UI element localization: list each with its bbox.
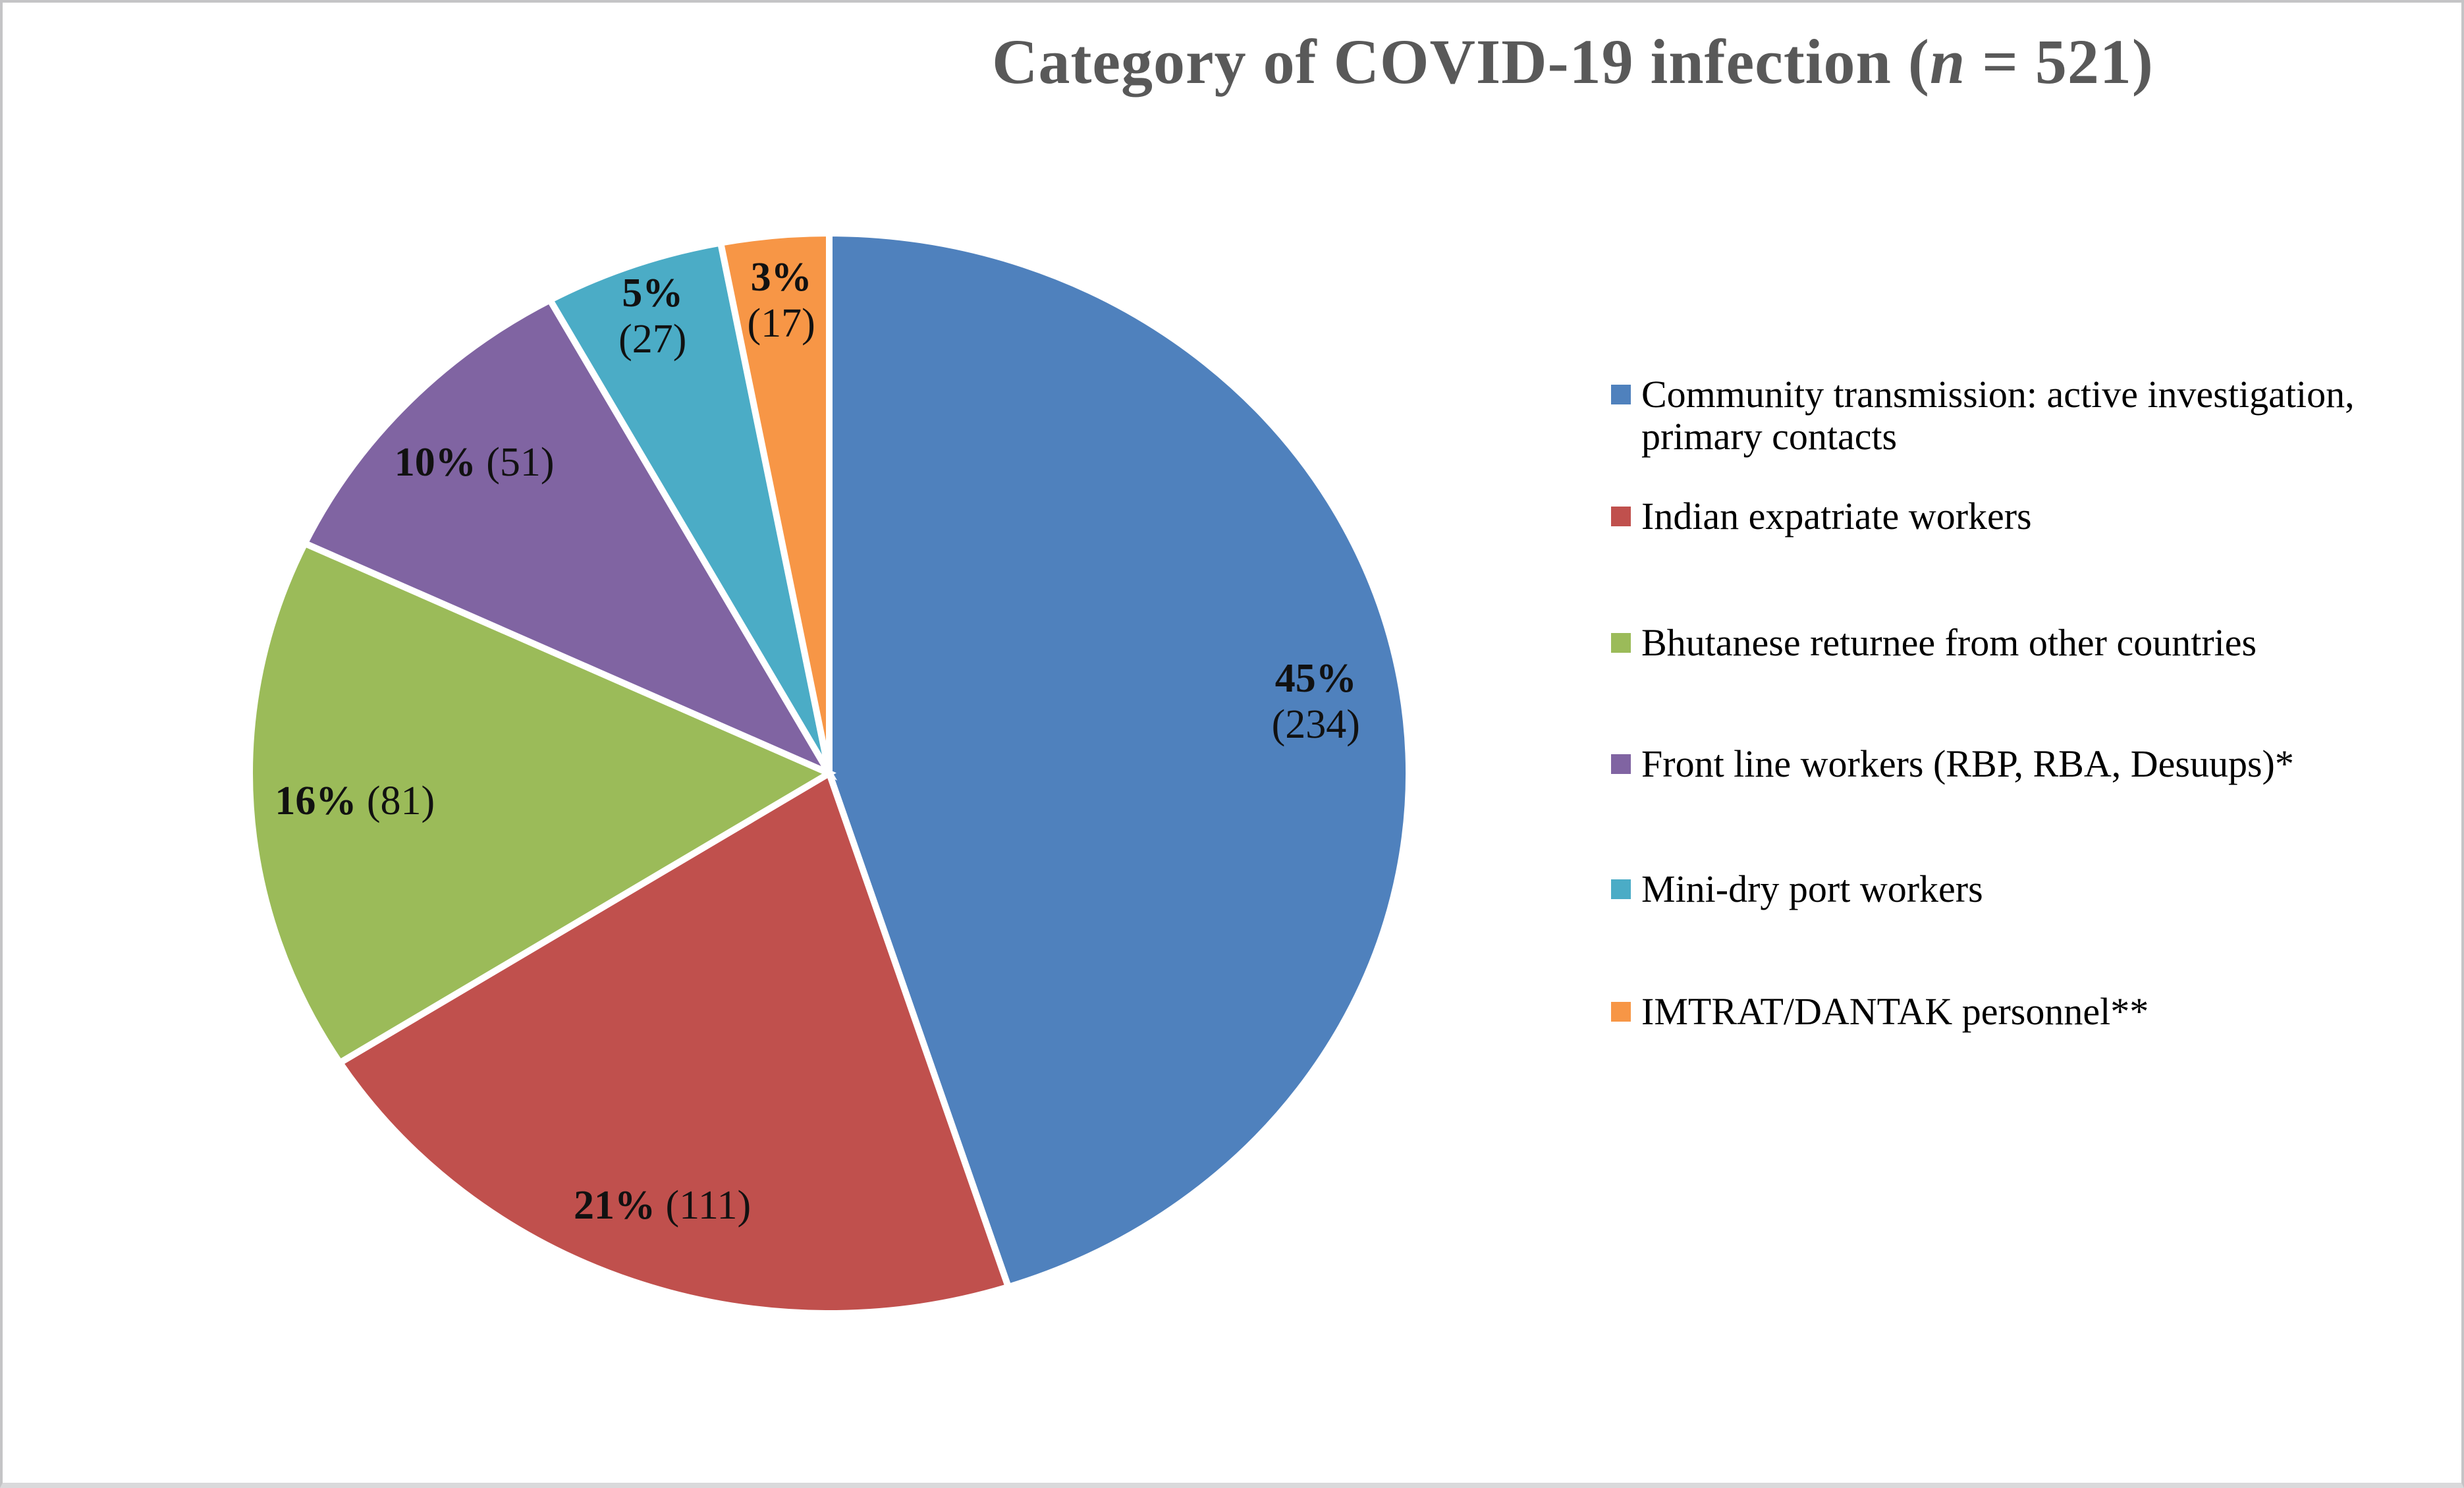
legend-item: IMTRAT/DANTAK personnel** — [1611, 991, 2149, 1033]
slice-count: (51) — [486, 440, 555, 485]
legend-swatch — [1611, 879, 1631, 899]
legend-swatch — [1611, 385, 1631, 404]
pie-slice — [717, 229, 833, 775]
slice-percent: 45% — [1274, 655, 1357, 701]
pie-slice-label: 10% (51) — [395, 439, 555, 485]
pie-slice — [300, 295, 838, 781]
slice-percent: 3% — [750, 254, 812, 300]
legend-label: Bhutanese returnee from other countries — [1641, 621, 2257, 664]
slice-count: (17) — [747, 300, 815, 346]
legend-swatch — [1611, 507, 1631, 526]
legend-label: Mini-dry port workers — [1641, 868, 1983, 910]
legend-swatch — [1611, 1002, 1631, 1022]
chart-title-suffix: = 521) — [1965, 26, 2154, 97]
legend-label: Indian expatriate workers — [1641, 495, 2032, 537]
slice-count: (234) — [1271, 702, 1360, 747]
slice-count: (81) — [366, 779, 435, 824]
legend-item: Mini-dry port workers — [1611, 868, 1983, 910]
legend-swatch — [1611, 633, 1631, 653]
pie-slice-label: 3% (17) — [747, 254, 815, 346]
slice-count: (27) — [618, 316, 687, 362]
chart-title-n-symbol: n — [1929, 26, 1966, 97]
pie-slice-label: 5% (27) — [618, 270, 686, 362]
pie-slice-label: 45% (234) — [1272, 655, 1360, 748]
slice-percent: 21% — [574, 1182, 656, 1228]
legend-item: Indian expatriate workers — [1611, 495, 2032, 537]
pie-slice — [826, 229, 1413, 1292]
pie-chart — [246, 229, 1413, 1317]
pie-slice-label: 16% (81) — [275, 778, 435, 824]
legend-swatch — [1611, 754, 1631, 774]
slice-percent: 16% — [275, 779, 357, 824]
slice-percent: 5% — [622, 270, 684, 316]
pie-slice — [545, 238, 833, 775]
legend-item: Community transmission: active investiga… — [1611, 373, 2461, 458]
slice-percent: 10% — [394, 440, 476, 485]
legend-item: Front line workers (RBP, RBA, Desuups)* — [1611, 743, 2294, 785]
legend-label: IMTRAT/DANTAK personnel** — [1641, 990, 2149, 1033]
slice-count: (111) — [665, 1182, 752, 1228]
pie-slice-label: 21% (111) — [574, 1182, 751, 1228]
chart-title-text: Category of COVID-19 infection ( — [992, 26, 1930, 97]
legend: Community transmission: active investiga… — [1611, 3, 2461, 1483]
chart-title: Category of COVID-19 infection (n = 521) — [992, 25, 2154, 98]
legend-item: Bhutanese returnee from other countries — [1611, 622, 2257, 664]
legend-label: Community transmission: active investiga… — [1641, 373, 2355, 458]
pie-slice — [335, 768, 1013, 1317]
legend-label: Front line workers (RBP, RBA, Desuups)* — [1641, 742, 2294, 785]
pie-slice — [246, 539, 836, 1068]
